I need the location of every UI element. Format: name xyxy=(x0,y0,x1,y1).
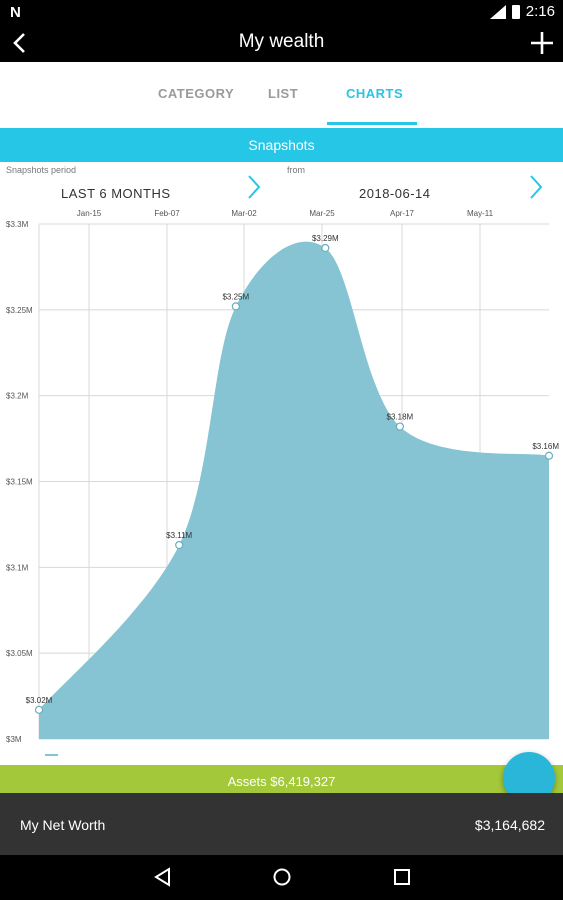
plus-icon[interactable] xyxy=(527,28,557,58)
tab-charts[interactable]: CHARTS xyxy=(346,86,404,101)
data-point xyxy=(34,705,44,714)
data-label: $3.16M xyxy=(532,442,559,451)
data-point xyxy=(395,422,404,431)
battery-icon xyxy=(511,4,520,19)
period-row: Snapshots period LAST 6 MONTHS from 2018… xyxy=(0,162,563,208)
x-tick-label: Feb-07 xyxy=(154,209,180,218)
snapshots-header: Snapshots xyxy=(0,128,563,162)
assets-bar: Assets $6,419,327 xyxy=(0,765,563,793)
tab-category[interactable]: CATEGORY xyxy=(158,86,235,101)
data-point xyxy=(544,451,554,460)
y-tick-label: $3.05M xyxy=(6,649,33,658)
period-chevron-right-icon[interactable] xyxy=(243,172,265,202)
y-tick-label: $3.25M xyxy=(6,306,33,315)
y-tick-label: $3.15M xyxy=(6,478,33,487)
from-chevron-right-icon[interactable] xyxy=(525,172,547,202)
system-nav-bar xyxy=(0,855,563,900)
data-label: $3.29M xyxy=(312,234,339,243)
data-label: $3.02M xyxy=(26,696,53,705)
y-tick-label: $3.1M xyxy=(6,563,29,572)
data-label: $3.25M xyxy=(222,292,249,301)
from-value[interactable]: 2018-06-14 xyxy=(359,186,431,201)
x-tick-label: Mar-25 xyxy=(309,209,335,218)
data-point xyxy=(175,540,184,550)
recents-square-icon[interactable] xyxy=(392,867,412,887)
x-tick-label: Apr-17 xyxy=(390,209,415,218)
x-tick-label: Mar-02 xyxy=(231,209,257,218)
n-icon: N xyxy=(10,4,21,21)
data-point xyxy=(231,302,240,311)
tab-list[interactable]: LIST xyxy=(268,86,299,101)
data-label: $3.11M xyxy=(166,531,192,540)
net-worth-area-chart: $3.3M $3.25M $3.2M $3.15M $3.1M $3.05M $3M Jan-… xyxy=(6,209,559,756)
back-triangle-icon[interactable] xyxy=(153,867,173,887)
status-bar: N 2:16 xyxy=(0,0,563,24)
y-tick-label: $3.3M xyxy=(6,220,29,229)
page-title: My wealth xyxy=(238,31,325,52)
data-point xyxy=(321,243,330,253)
x-tick-label: Jan-15 xyxy=(77,209,102,218)
chevron-left-icon[interactable] xyxy=(6,28,36,58)
signal-icon xyxy=(489,4,506,19)
tab-indicator xyxy=(327,122,417,125)
y-tick-label: $3.2M xyxy=(6,392,29,401)
x-tick-label: May-11 xyxy=(467,209,494,218)
period-label: Snapshots period xyxy=(6,165,77,175)
home-circle-icon[interactable] xyxy=(272,867,292,887)
area-series xyxy=(39,241,549,739)
data-label: $3.18M xyxy=(387,413,414,422)
period-value[interactable]: LAST 6 MONTHS xyxy=(61,186,171,201)
tab-bar: CATEGORY LIST CHARTS xyxy=(0,62,563,126)
from-label: from xyxy=(287,165,305,175)
net-worth-label: My Net Worth xyxy=(20,817,106,833)
app-bar: My wealth xyxy=(0,24,563,62)
y-tick-label: $3M xyxy=(6,735,22,744)
net-worth-bar: My Net Worth $3,164,682 xyxy=(0,793,563,855)
status-time: 2:16 xyxy=(525,3,555,20)
net-worth-value: $3,164,682 xyxy=(474,817,545,833)
